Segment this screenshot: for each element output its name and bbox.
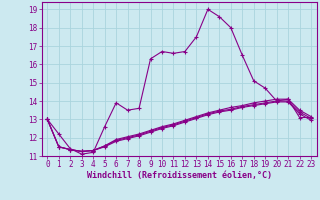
X-axis label: Windchill (Refroidissement éolien,°C): Windchill (Refroidissement éolien,°C) [87,171,272,180]
